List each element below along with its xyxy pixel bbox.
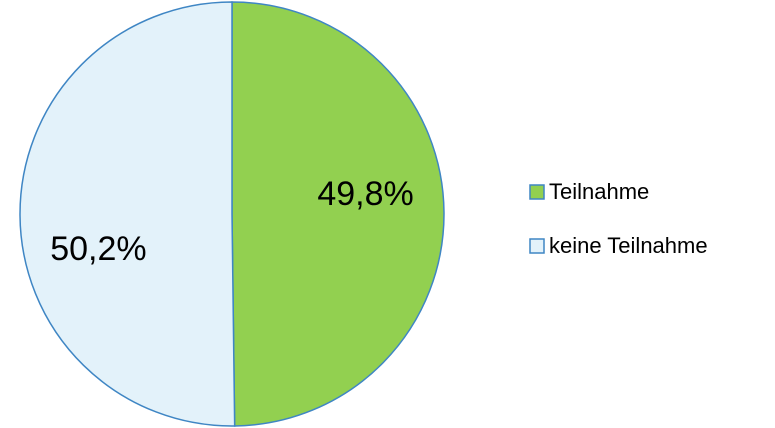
legend-label: Teilnahme <box>549 179 649 204</box>
legend-label: keine Teilnahme <box>549 233 708 258</box>
value-label: 50,2% <box>50 230 146 268</box>
pie-slice <box>19 1 236 427</box>
pie-slice <box>231 1 445 427</box>
value-label: 49,8% <box>317 175 413 213</box>
legend-swatch <box>529 184 545 200</box>
legend-swatch <box>529 238 545 254</box>
